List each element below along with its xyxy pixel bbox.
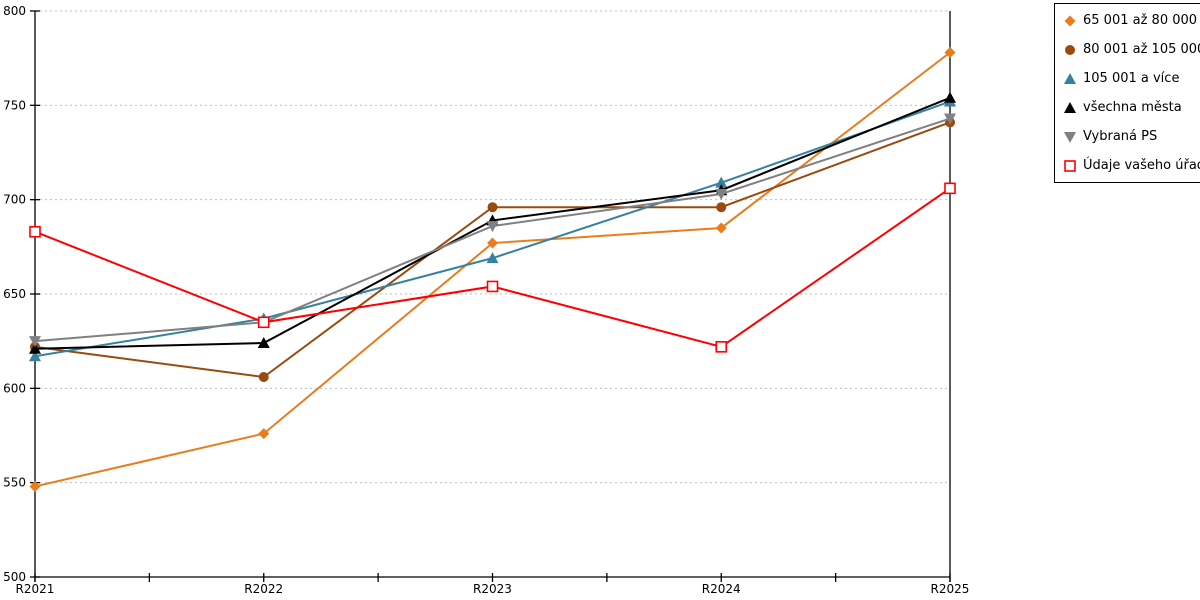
series-5 <box>29 182 956 353</box>
x-tick-label: R2024 <box>702 582 741 596</box>
axes <box>30 10 951 582</box>
triangle-up-icon <box>1064 72 1076 84</box>
square-open-icon <box>1064 159 1076 172</box>
x-tick-label: R2023 <box>473 582 512 596</box>
y-tick-label: 500 <box>3 570 26 584</box>
legend-label: 80 001 až 105 000 <box>1083 41 1200 57</box>
y-tick-label: 550 <box>3 476 26 490</box>
y-tick-label: 600 <box>3 381 26 395</box>
x-tick-label: R2021 <box>16 582 55 596</box>
x-tick-label: R2025 <box>931 582 970 596</box>
legend-item-vybrana-ps: Vybraná PS <box>1063 122 1200 151</box>
legend-item-udaje-vaseho-uradu: Údaje vašeho úřadu <box>1063 151 1200 180</box>
y-tick-label: 650 <box>3 287 26 301</box>
legend-item-105001-a-vice: 105 001 a více <box>1063 64 1200 93</box>
diamond-icon <box>1064 15 1076 26</box>
legend-item-vsechna-mesta: všechna města <box>1063 93 1200 122</box>
legend-label: Vybraná PS <box>1083 128 1158 144</box>
triangle-up-icon <box>1064 101 1076 113</box>
y-tick-label: 700 <box>3 193 26 207</box>
legend-item-80001-105000: 80 001 až 105 000 <box>1063 35 1200 64</box>
x-tick-label: R2022 <box>244 582 283 596</box>
legend-item-65001-80000: 65 001 až 80 000 <box>1063 6 1200 35</box>
triangle-down-icon <box>1064 131 1076 143</box>
circle-icon <box>1065 44 1075 55</box>
legend-label: Údaje vašeho úřadu <box>1083 157 1200 173</box>
legend-label: všechna města <box>1083 99 1182 115</box>
y-tick-label: 750 <box>3 98 26 112</box>
legend-label: 65 001 až 80 000 <box>1083 12 1198 28</box>
series-0 <box>29 47 956 492</box>
series-1 <box>30 117 955 383</box>
y-tick-label: 800 <box>3 4 26 18</box>
legend-label: 105 001 a více <box>1083 70 1180 86</box>
chart-legend: 65 001 až 80 000 80 001 až 105 000 105 0… <box>1054 3 1200 183</box>
